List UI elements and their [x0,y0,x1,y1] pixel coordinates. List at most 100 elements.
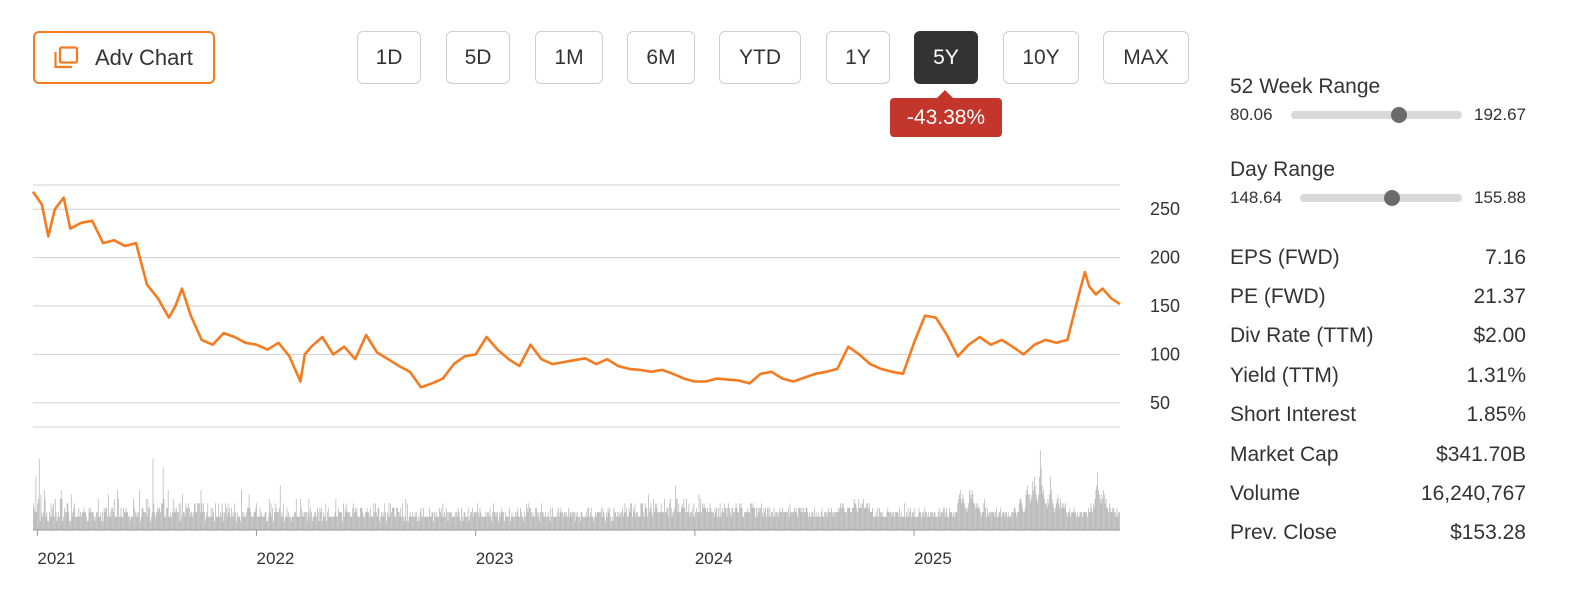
y-tick-label: 150 [1150,296,1180,316]
volume-bar [664,498,665,530]
volume-bar [397,512,399,530]
volume-bar [742,516,744,530]
volume-bar [679,512,681,530]
volume-bar [821,507,823,530]
volume-bar [630,503,632,530]
volume-bar [661,512,663,530]
volume-bar [955,512,957,530]
volume-bar [323,516,325,530]
adv-chart-button[interactable]: Adv Chart [33,31,215,84]
volume-bar [344,507,346,530]
volume-bar [415,516,417,530]
volume-bar [928,516,930,530]
volume-bar [735,503,737,530]
volume-bar [135,516,137,530]
volume-bar [1104,503,1106,530]
stat-label: Short Interest [1230,403,1357,427]
volume-bar [512,516,514,530]
volume-bar [419,512,421,530]
volume-bar [124,512,125,530]
volume-bar [617,516,619,530]
volume-bar [764,512,766,530]
range-1y-button[interactable]: 1Y [826,31,890,84]
week52-high: 192.67 [1474,105,1526,124]
volume-bar [219,516,220,530]
volume-bar [1029,503,1031,530]
volume-bar [73,507,75,530]
volume-bar [318,521,320,530]
volume-bar [1031,494,1033,530]
range-5d-button[interactable]: 5D [446,31,510,84]
range-10y-button[interactable]: 10Y [1003,31,1079,84]
volume-bar [761,512,763,530]
volume-bar [257,516,258,530]
volume-bar [904,503,906,530]
volume-bar [1115,516,1117,530]
volume-bar [241,512,243,530]
volume-bar [882,512,884,530]
volume-bar [188,503,189,530]
volume-bar [195,512,197,530]
volume-bar [504,521,505,530]
volume-bar [746,512,748,530]
range-max-button[interactable]: MAX [1103,31,1189,84]
volume-bar [791,512,793,530]
volume-bar [879,512,881,530]
volume-bar [909,512,911,530]
volume-bar [710,507,712,530]
volume-bar [658,512,659,530]
volume-bar [986,516,987,530]
range-5y-button[interactable]: 5Y [914,31,978,84]
volume-bar [87,521,89,530]
volume-bar [996,516,998,530]
volume-bar [916,516,918,530]
volume-bar [540,512,541,530]
volume-bar [1098,490,1099,530]
volume-bar [187,507,188,530]
volume-bar [562,512,563,530]
volume-bar [818,512,820,530]
volume-bar [134,512,136,530]
volume-bar [413,516,414,530]
range-6m-button[interactable]: 6M [627,31,695,84]
volume-bar [674,507,675,530]
volume-bar [247,507,248,530]
volume-bar [362,512,364,530]
volume-bar [921,512,923,530]
volume-bar [999,512,1001,530]
range-1d-button[interactable]: 1D [357,31,421,84]
volume-bar [959,490,961,530]
volume-bar [634,503,636,530]
volume-bar [425,516,427,530]
volume-bar [646,507,648,530]
volume-bar [97,498,99,530]
volume-bar [1027,485,1029,530]
volume-bar [214,521,215,530]
volume-bar [1057,494,1059,530]
volume-bar [672,512,674,530]
volume-bar [702,503,703,530]
range-ytd-button[interactable]: YTD [719,31,801,84]
volume-bar [300,507,302,530]
volume-bar [155,516,156,530]
volume-bar [252,516,254,530]
volume-bar [354,507,356,530]
volume-bar [611,521,612,530]
volume-bar [196,512,198,530]
stat-label: PE (FWD) [1230,285,1326,309]
range-1m-button[interactable]: 1M [535,31,603,84]
volume-bar [341,512,343,530]
volume-bar [513,516,515,530]
volume-bar [153,503,155,530]
volume-bar [689,516,691,530]
volume-bar [493,512,495,530]
volume-bar [943,507,944,530]
volume-bar [961,503,963,530]
volume-bar [852,507,853,530]
volume-bar [143,512,145,530]
volume-bar [842,503,844,530]
volume-bar [208,516,209,530]
volume-bar [530,507,531,530]
volume-bar [325,503,327,530]
volume-bar [316,516,317,530]
